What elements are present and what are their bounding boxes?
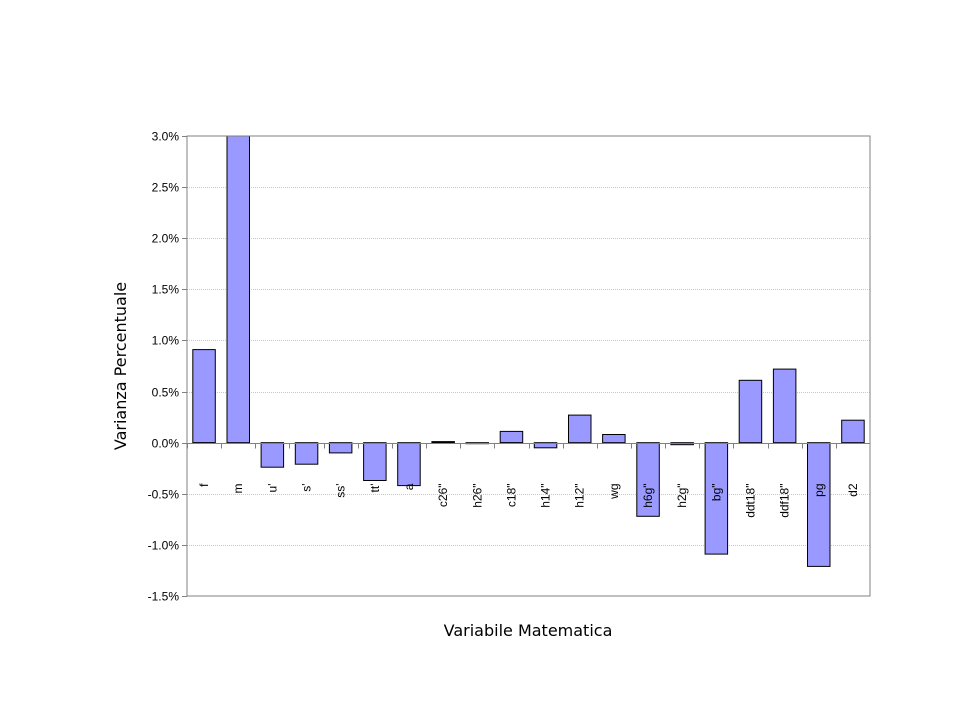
- x-tick-label: h12": [573, 484, 587, 508]
- bar: [260, 442, 285, 468]
- y-tick-label: 0.0%: [152, 437, 180, 451]
- x-tick-label: tt': [368, 484, 382, 493]
- y-tick-label: 3.0%: [152, 130, 180, 144]
- x-axis-title: Variabile Matematica: [444, 621, 613, 640]
- bar: [363, 442, 387, 482]
- y-axis-ticks: 3.0% 2.5% 2.0% 1.5% 1.0% 0.5% 0.0% -0.5% -1.0% -1…: [148, 130, 187, 604]
- x-tick-label: pg: [812, 484, 826, 497]
- x-tick-label: ddf18": [778, 484, 792, 518]
- bar: [533, 442, 558, 449]
- y-tick-label: 2.0%: [152, 232, 180, 246]
- y-tick-label: 0.5%: [152, 386, 180, 400]
- x-tick-label: c26": [436, 484, 450, 508]
- y-axis-title: Varianza Percentuale: [111, 282, 130, 450]
- x-tick-label: u': [265, 484, 279, 493]
- y-tick-label: -1.5%: [148, 590, 180, 604]
- bar: [294, 442, 319, 465]
- bar: [738, 379, 763, 444]
- x-tick-label: wg: [607, 484, 621, 500]
- x-tick-label: bg": [709, 484, 723, 502]
- y-tick-label: -1.0%: [148, 539, 180, 553]
- bar: [328, 442, 353, 454]
- x-tick-label: m: [231, 484, 245, 494]
- bar: [704, 442, 729, 555]
- x-axis-ticks: f m u' s' ss' tt' a c26" h26" c18" h14" h12" wg h6g" h…: [187, 443, 860, 518]
- bar: [499, 430, 524, 444]
- y-tick-label: 2.5%: [152, 181, 180, 195]
- bar: [602, 434, 626, 444]
- bar: [192, 349, 216, 444]
- x-tick-label: ss': [334, 484, 348, 498]
- gridlines: [187, 187, 870, 546]
- x-tick-label: ddt18": [744, 484, 758, 518]
- bar: [841, 419, 865, 444]
- bar: [431, 441, 455, 444]
- x-tick-label: h26": [470, 484, 484, 508]
- x-tick-label: d2: [846, 483, 860, 497]
- bar: [807, 442, 831, 567]
- x-tick-label: a: [402, 483, 416, 490]
- y-tick-label: 1.0%: [152, 334, 180, 348]
- x-tick-label: c18": [504, 484, 518, 508]
- plot-area-frame: [186, 135, 871, 597]
- x-tick-label: h2g": [675, 484, 689, 508]
- x-tick-label: f: [197, 483, 211, 487]
- bar: [636, 442, 660, 517]
- y-tick-label: -0.5%: [148, 488, 180, 502]
- y-tick-label: 1.5%: [152, 283, 180, 297]
- bar: [772, 368, 797, 444]
- x-tick-label: h6g": [641, 484, 655, 508]
- bar: [397, 442, 421, 487]
- bar: [568, 414, 592, 444]
- x-tick-label: s': [300, 484, 314, 492]
- x-tick-label: h14": [539, 484, 553, 508]
- bars: [192, 135, 865, 567]
- bar: [226, 135, 250, 444]
